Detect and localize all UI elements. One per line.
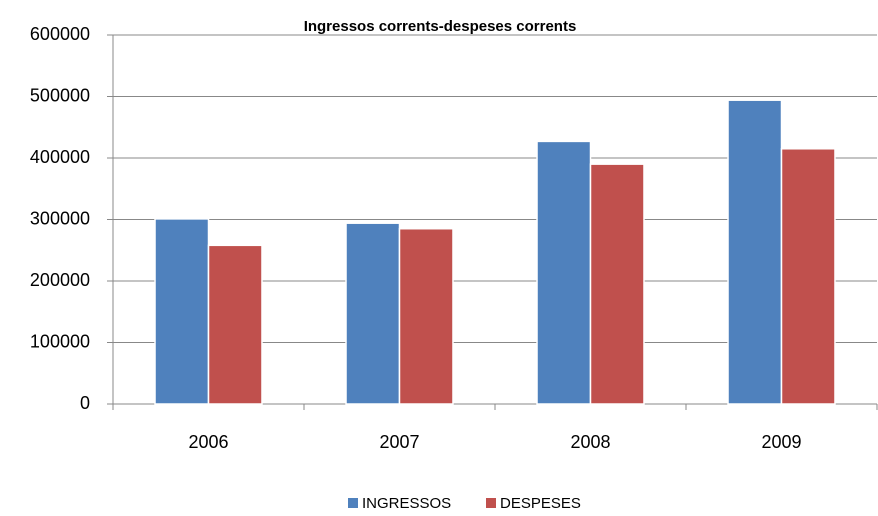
bar xyxy=(345,222,401,405)
bar xyxy=(398,227,454,405)
y-tick-label: 200000 xyxy=(30,270,90,290)
legend-label: INGRESSOS xyxy=(362,495,451,512)
bar xyxy=(780,148,836,405)
x-tick-label: 2009 xyxy=(761,432,801,452)
chart-title: Ingressos corrents-despeses corrents xyxy=(304,18,577,35)
bar xyxy=(536,140,592,405)
y-tick-label: 300000 xyxy=(30,208,90,228)
y-tick-label: 0 xyxy=(80,393,90,413)
bar xyxy=(727,99,783,405)
bar xyxy=(154,218,210,405)
y-tick-label: 600000 xyxy=(30,24,90,44)
x-tick-label: 2008 xyxy=(570,432,610,452)
legend-label: DESPESES xyxy=(500,495,581,512)
x-tick-label: 2006 xyxy=(188,432,228,452)
y-tick-label: 400000 xyxy=(30,147,90,167)
y-tick-label: 500000 xyxy=(30,85,90,105)
y-tick-label: 100000 xyxy=(30,331,90,351)
legend-swatch xyxy=(348,498,358,508)
bar xyxy=(207,244,263,405)
legend-swatch xyxy=(486,498,496,508)
bar xyxy=(589,163,645,405)
x-tick-label: 2007 xyxy=(379,432,419,452)
